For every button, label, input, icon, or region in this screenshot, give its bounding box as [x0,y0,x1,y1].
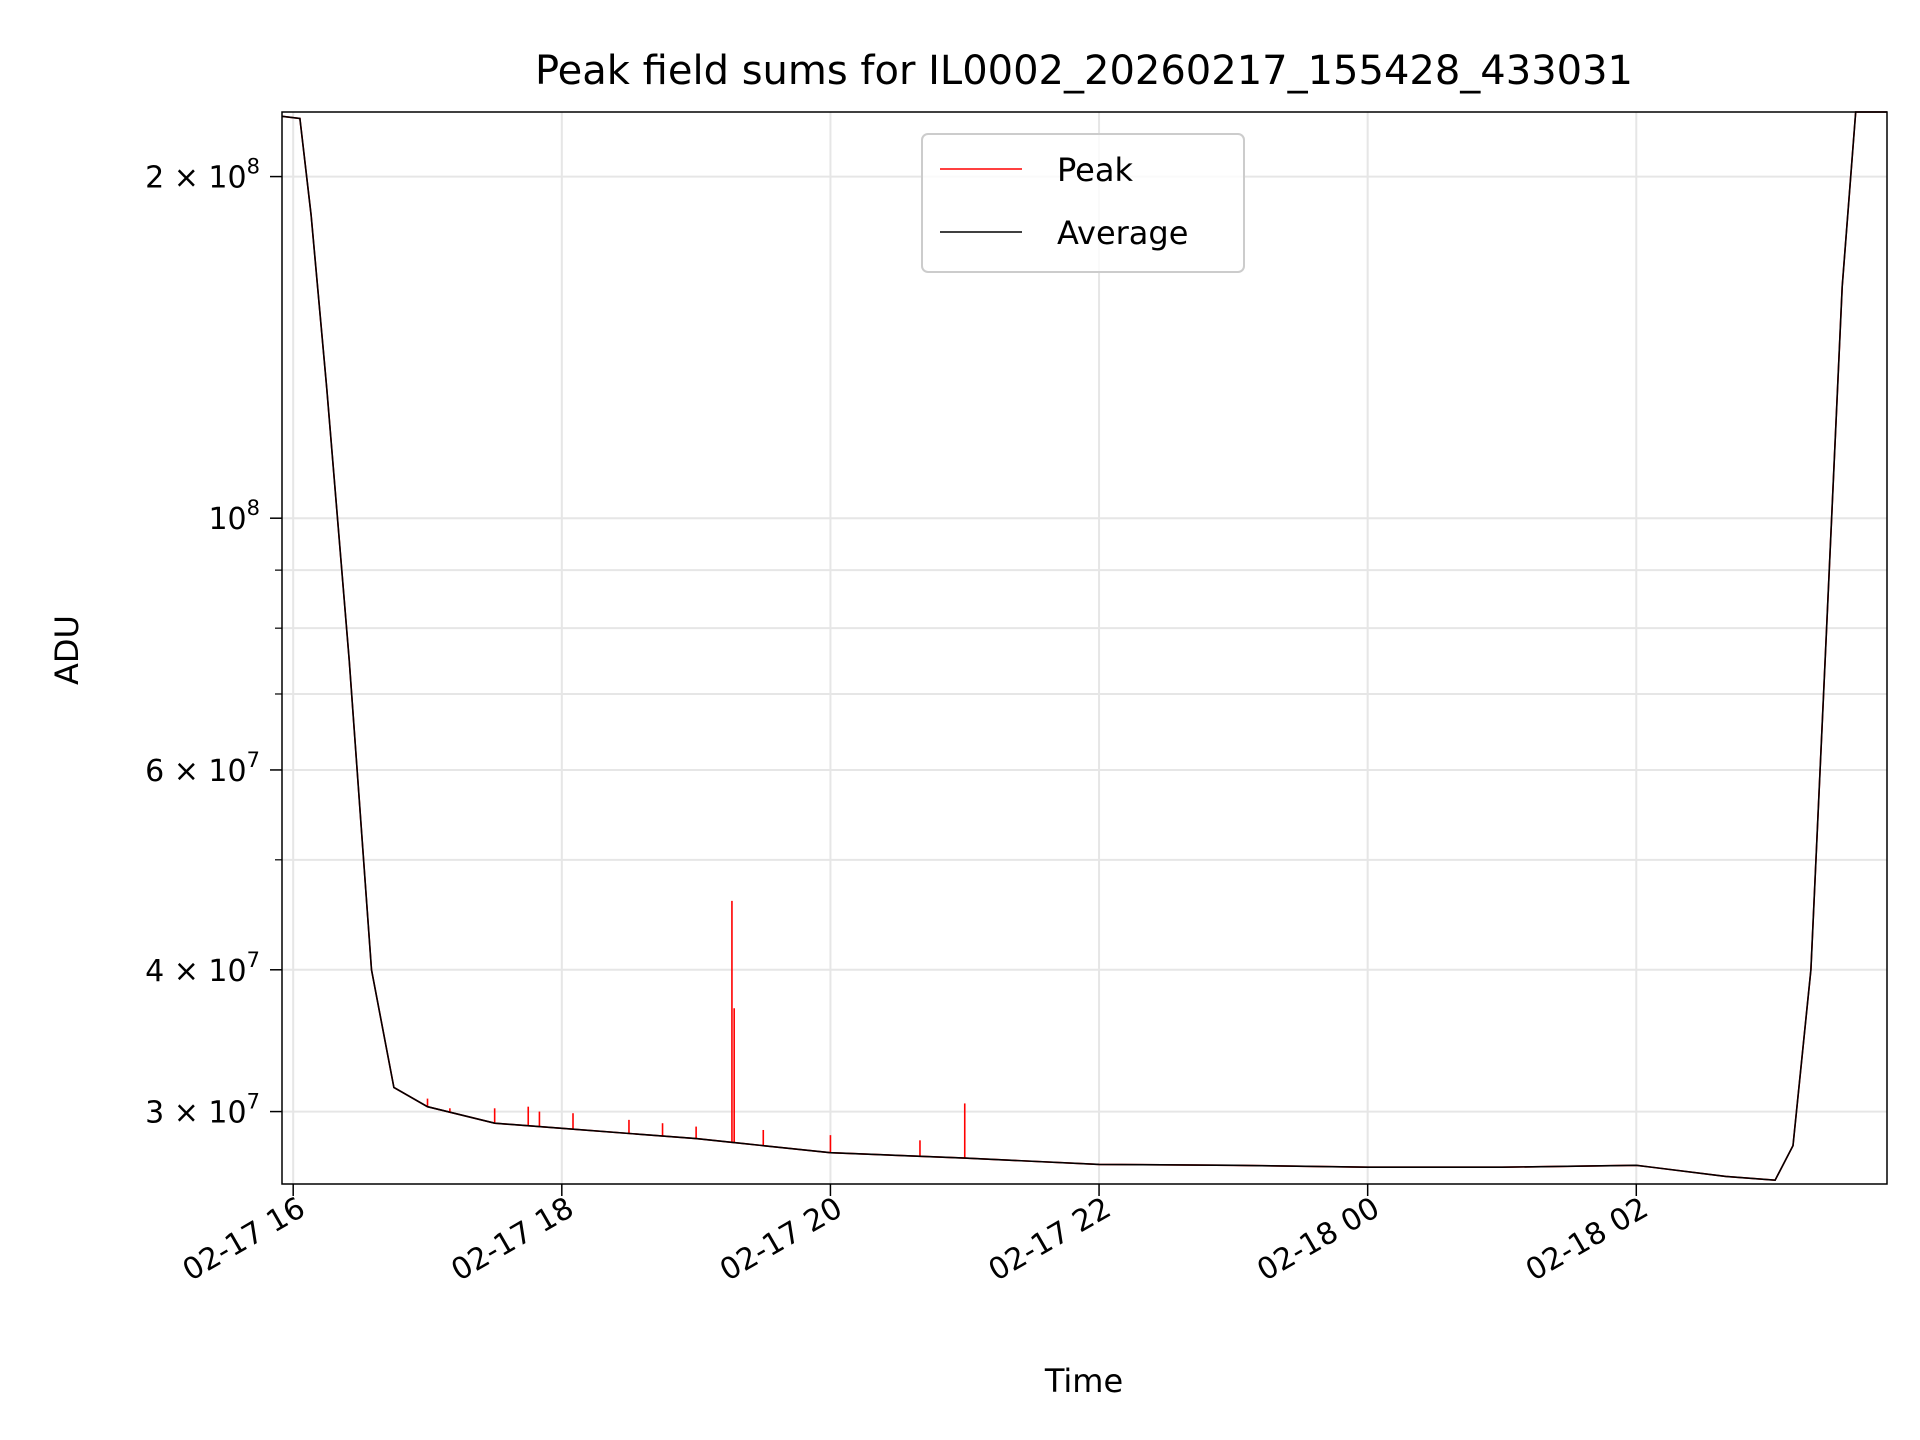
x-tick-label: 02-17 16 [177,1191,311,1289]
y-axis-label: ADU [48,615,86,685]
x-tick-label: 02-17 22 [983,1191,1117,1289]
legend-peak-label: Peak [1057,151,1133,189]
legend: Peak Average [921,133,1245,273]
x-tick-label: 02-18 00 [1251,1191,1385,1289]
plot-frame [281,111,1888,1185]
y-tick-label: 6 × 107 [145,748,260,789]
y-tick-label: 108 [208,496,260,537]
y-tick-label: 2 × 108 [145,155,260,196]
x-axis: 02-17 16 02-17 18 02-17 20 02-17 22 02-18 00… [177,1184,1654,1288]
series-layer [281,111,1887,1182]
grid [282,112,1887,1184]
plot-background [282,112,1887,1184]
x-tick-label: 02-17 20 [714,1191,848,1289]
y-axis: 2 × 108 108 6 × 107 4 × 107 3 × 107 [145,155,282,1131]
series-average-line [281,111,1887,1182]
chart-title: Peak field sums for IL0002_20260217_1554… [535,48,1633,94]
x-axis-label: Time [1044,1362,1123,1400]
y-tick-label: 3 × 107 [145,1090,260,1131]
legend-average-label: Average [1057,214,1188,252]
x-tick-label: 02-17 18 [445,1191,579,1289]
x-tick-label: 02-18 02 [1520,1191,1654,1289]
y-tick-label: 4 × 107 [145,948,260,989]
